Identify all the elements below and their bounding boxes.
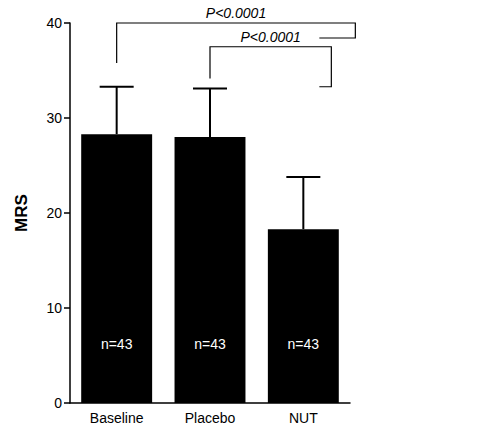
svg-text:P<0.0001: P<0.0001 (206, 5, 266, 21)
svg-text:n=43: n=43 (101, 336, 133, 352)
svg-text:P<0.0001: P<0.0001 (240, 29, 300, 45)
svg-text:10: 10 (46, 300, 62, 316)
svg-text:Placebo: Placebo (185, 410, 236, 426)
svg-text:n=43: n=43 (194, 336, 226, 352)
svg-text:MRS: MRS (12, 194, 31, 232)
svg-text:30: 30 (46, 110, 62, 126)
svg-text:n=43: n=43 (288, 336, 320, 352)
svg-text:20: 20 (46, 205, 62, 221)
svg-text:NUT: NUT (289, 410, 318, 426)
svg-text:0: 0 (54, 395, 62, 411)
svg-text:Baseline: Baseline (90, 410, 144, 426)
svg-text:40: 40 (46, 15, 62, 31)
